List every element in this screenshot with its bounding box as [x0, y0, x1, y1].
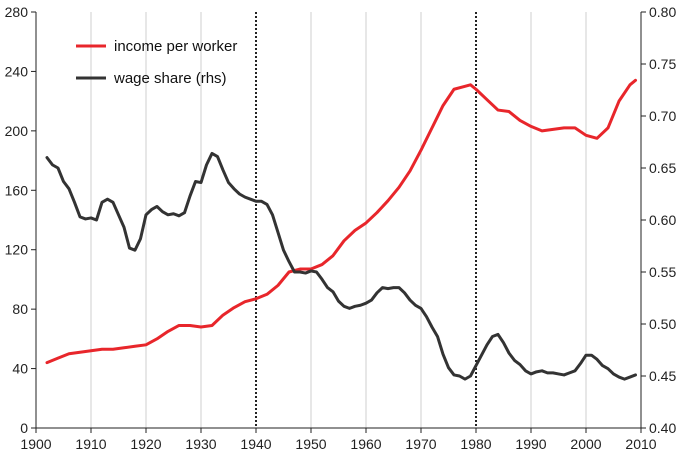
- x-tick-label: 1980: [460, 436, 491, 452]
- x-tick-label: 2000: [570, 436, 601, 452]
- left-y-tick-label: 160: [5, 182, 29, 198]
- left-y-tick-label: 40: [12, 361, 28, 377]
- legend: income per worker wage share (rhs): [76, 38, 237, 87]
- series-layer: [45, 78, 637, 381]
- reference-lines: [255, 12, 477, 428]
- right-y-tick-label: 0.60: [649, 212, 676, 228]
- x-tick-label: 1900: [20, 436, 51, 452]
- right-y-tick-label: 0.45: [649, 368, 676, 384]
- right-y-tick-label: 0.75: [649, 56, 676, 72]
- x-tick-label: 1930: [185, 436, 216, 452]
- right-y-tick-label: 0.55: [649, 264, 676, 280]
- legend-label-wage-share: wage share (rhs): [113, 70, 227, 87]
- x-tick-label: 2010: [625, 436, 656, 452]
- series-line-wage-share-rhs: [45, 151, 637, 381]
- x-tick-label: 1910: [75, 436, 106, 452]
- right-y-tick-label: 0.50: [649, 316, 676, 332]
- vertical-gridlines: [90, 12, 587, 428]
- left-y-tick-label: 120: [5, 242, 29, 258]
- left-y-tick-label: 80: [12, 301, 28, 317]
- right-y-tick-label: 0.80: [649, 4, 676, 20]
- x-tick-label: 1990: [515, 436, 546, 452]
- x-tick-label: 1940: [240, 436, 271, 452]
- right-y-tick-label: 0.70: [649, 108, 676, 124]
- x-tick-label: 1970: [405, 436, 436, 452]
- left-y-tick-label: 200: [5, 123, 29, 139]
- left-y-tick-label: 280: [5, 4, 29, 20]
- right-y-axis-ticks: 0.40 0.45 0.50 0.55 0.60 0.65 0.70 0.75 0.80: [641, 4, 676, 436]
- series-line-income-per-worker: [45, 78, 637, 365]
- x-axis-ticks: 1900 1910 1920 1930 1940 1950 1960 1970 1980 1990…: [20, 428, 657, 452]
- right-y-tick-label: 0.65: [649, 160, 676, 176]
- left-y-axis-ticks: 0 40 80 120 160 200 240 280: [5, 4, 36, 436]
- x-tick-label: 1920: [130, 436, 161, 452]
- x-tick-label: 1960: [350, 436, 381, 452]
- legend-label-income-per-worker: income per worker: [114, 38, 237, 55]
- x-tick-label: 1950: [295, 436, 326, 452]
- right-y-tick-label: 0.40: [649, 420, 676, 436]
- left-y-tick-label: 240: [5, 63, 29, 79]
- left-y-tick-label: 0: [20, 420, 28, 436]
